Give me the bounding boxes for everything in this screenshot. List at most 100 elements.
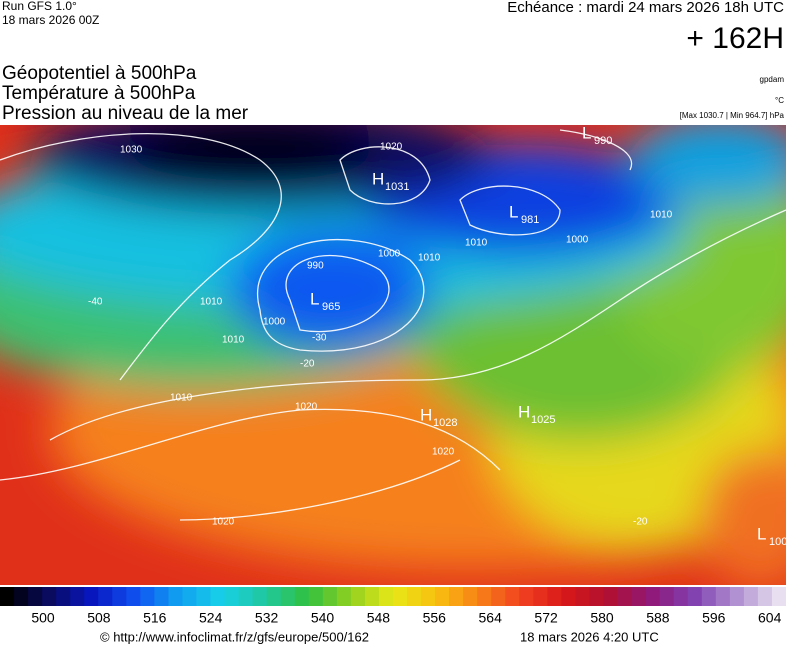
center-value: 965 bbox=[322, 301, 340, 313]
color-swatch bbox=[196, 587, 212, 606]
title-line: Température à 500hPa bbox=[2, 83, 196, 104]
isobar-label: 990 bbox=[307, 261, 324, 272]
color-swatch bbox=[294, 587, 310, 606]
temperature-label: -20 bbox=[633, 517, 648, 528]
color-swatch bbox=[477, 587, 492, 606]
isobar-label: 1000 bbox=[263, 317, 286, 328]
color-swatch bbox=[407, 587, 422, 606]
scale-label: 588 bbox=[646, 610, 670, 626]
color-swatch bbox=[491, 587, 506, 606]
isobar-label: 1020 bbox=[432, 447, 455, 458]
isobar-label: 1000 bbox=[566, 235, 589, 246]
isobar-label: 1030 bbox=[120, 145, 143, 156]
isobar-label: 1010 bbox=[170, 393, 193, 404]
unit-label: gpdam bbox=[760, 75, 785, 84]
center-value: 1031 bbox=[385, 181, 409, 193]
center-letter: L bbox=[310, 289, 319, 308]
color-swatch bbox=[547, 587, 562, 606]
color-swatch bbox=[589, 587, 605, 606]
forecast-time: Echéance : mardi 24 mars 2026 18h UTC bbox=[507, 0, 784, 16]
color-swatch bbox=[266, 587, 282, 606]
color-swatch bbox=[56, 587, 71, 606]
center-letter: L bbox=[757, 524, 766, 543]
color-swatch bbox=[631, 587, 647, 606]
color-swatch bbox=[70, 587, 85, 606]
scale-label: 548 bbox=[367, 610, 391, 626]
pressure-centers: H 1031 L 965 L 981 L 990 H 1028 H 1025 L… bbox=[310, 123, 786, 547]
scale-label: 540 bbox=[311, 610, 335, 626]
color-swatch bbox=[28, 587, 43, 606]
color-swatch bbox=[98, 587, 113, 606]
color-swatch bbox=[84, 587, 99, 606]
center-value: 981 bbox=[521, 214, 539, 226]
color-swatch bbox=[505, 587, 520, 606]
color-swatch bbox=[336, 587, 352, 606]
isobar-label: 1010 bbox=[222, 335, 245, 346]
isobar-label: 1020 bbox=[295, 402, 318, 413]
temperature-label: -40 bbox=[88, 297, 103, 308]
isobar-labels: 1030 1020 1020 1020 1020 1010 1010 1010 … bbox=[88, 142, 673, 528]
color-swatch bbox=[280, 587, 296, 606]
color-swatch bbox=[575, 587, 590, 606]
title-line: Pression au niveau de la mer bbox=[2, 103, 249, 124]
footer-url: © http://www.infoclimat.fr/z/gfs/europe/… bbox=[100, 629, 369, 644]
color-swatch bbox=[533, 587, 548, 606]
color-swatch bbox=[0, 587, 15, 606]
scale-label: 564 bbox=[479, 610, 503, 626]
color-swatch bbox=[463, 587, 478, 606]
center-letter: H bbox=[518, 402, 530, 421]
color-swatch bbox=[715, 587, 731, 606]
color-swatch bbox=[308, 587, 324, 606]
color-swatch bbox=[210, 587, 226, 606]
color-swatch bbox=[645, 587, 661, 606]
color-scale: 500 508 516 524 532 540 548 556 564 572 580 588 596 6… bbox=[0, 587, 786, 626]
center-letter: H bbox=[372, 169, 384, 188]
temperature-label: -20 bbox=[300, 359, 315, 370]
isobar-label: 1000 bbox=[378, 249, 401, 260]
footer-date: 18 mars 2026 4:20 UTC bbox=[520, 629, 659, 644]
color-swatch bbox=[378, 587, 394, 606]
color-swatch bbox=[757, 587, 773, 606]
color-swatch bbox=[168, 587, 183, 606]
center-value: 1025 bbox=[531, 414, 555, 426]
title-line: Géopotentiel à 500hPa bbox=[2, 63, 197, 84]
scale-label: 524 bbox=[199, 610, 223, 626]
color-swatch bbox=[364, 587, 380, 606]
center-value: 1028 bbox=[433, 417, 457, 429]
unit-label: [Max 1030.7 | Min 964.7] hPa bbox=[680, 111, 785, 120]
color-swatch bbox=[322, 587, 338, 606]
color-swatch bbox=[729, 587, 745, 606]
isobar-label: 1010 bbox=[418, 253, 441, 264]
run-date: 18 mars 2026 00Z bbox=[2, 13, 99, 27]
scale-label: 556 bbox=[423, 610, 447, 626]
run-label: Run GFS 1.0° bbox=[2, 0, 77, 13]
color-swatch bbox=[617, 587, 633, 606]
color-swatch bbox=[519, 587, 534, 606]
color-swatch bbox=[252, 587, 268, 606]
scale-label: 580 bbox=[590, 610, 614, 626]
color-swatch bbox=[140, 587, 155, 606]
unit-label: °C bbox=[775, 96, 784, 105]
scale-label: 532 bbox=[255, 610, 279, 626]
scale-label: 516 bbox=[143, 610, 167, 626]
color-swatch bbox=[224, 587, 240, 606]
color-swatch bbox=[771, 587, 786, 606]
scale-label: 572 bbox=[534, 610, 558, 626]
color-swatch bbox=[673, 587, 689, 606]
isobar-label: 1010 bbox=[465, 238, 488, 249]
center-letter: L bbox=[509, 202, 518, 221]
color-swatch bbox=[561, 587, 576, 606]
center-value: 100 bbox=[769, 536, 786, 548]
color-swatch bbox=[421, 587, 436, 606]
map bbox=[0, 125, 786, 585]
color-swatch bbox=[126, 587, 141, 606]
color-swatch bbox=[238, 587, 254, 606]
color-swatch bbox=[393, 587, 408, 606]
color-swatch bbox=[154, 587, 169, 606]
color-swatch bbox=[112, 587, 127, 606]
color-swatch bbox=[743, 587, 759, 606]
lead-time: + 162H bbox=[686, 22, 784, 55]
isobar-label: 1010 bbox=[200, 297, 223, 308]
color-swatch bbox=[14, 587, 29, 606]
